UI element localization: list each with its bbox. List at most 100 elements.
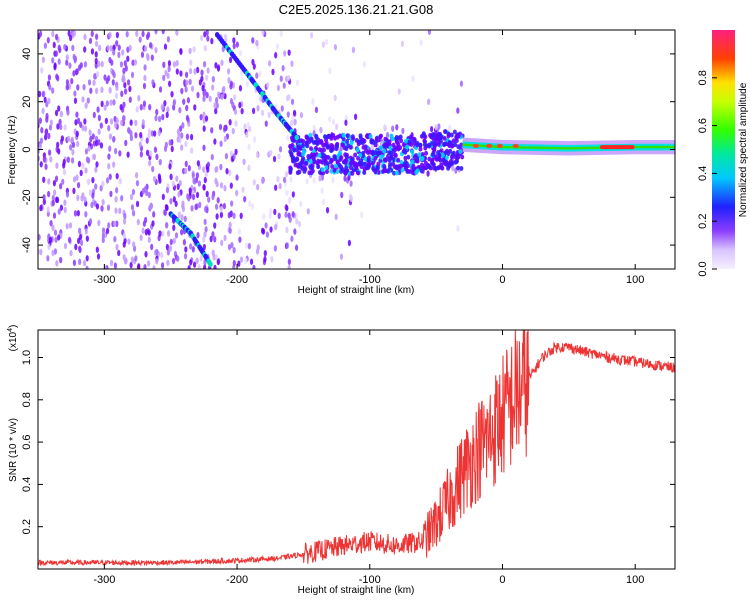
heatmap-cell — [165, 243, 169, 251]
heatmap-cell — [213, 102, 217, 109]
heatmap-cell — [409, 134, 414, 140]
heatmap-cell — [39, 204, 43, 212]
heatmap-cell — [78, 246, 82, 254]
heatmap-cell — [163, 43, 168, 50]
heatmap-cell — [57, 234, 61, 241]
heatmap-cell — [458, 149, 463, 154]
heatmap-cell — [139, 104, 143, 111]
heatmap-cell — [452, 129, 457, 135]
heatmap-cell — [196, 91, 200, 99]
heatmap-cell — [403, 138, 408, 144]
heatmap-cell — [329, 142, 334, 148]
heatmap-cell — [90, 201, 94, 209]
heatmap-cell — [39, 248, 43, 256]
snr-panel: -300 -200 -100 0 100 0.2 0.4 0.6 0.8 1.0 Height … — [7, 325, 676, 596]
heatmap-cell — [214, 107, 218, 115]
heatmap-cell — [158, 115, 162, 123]
heatmap-cell — [291, 155, 296, 161]
heatmap-cell — [328, 116, 332, 123]
heatmap-cell — [95, 161, 99, 168]
heatmap-cell — [75, 130, 79, 138]
heatmap-cell — [89, 87, 93, 94]
heatmap-cell — [434, 123, 438, 131]
heatmap-cell — [312, 124, 316, 132]
heatmap-cell — [399, 160, 404, 165]
heatmap-cell — [58, 118, 62, 126]
heatmap-cell — [410, 170, 415, 176]
heatmap-cell — [310, 165, 315, 171]
heatmap-cell — [72, 259, 77, 267]
heatmap-cell — [71, 148, 75, 156]
heatmap-cell — [238, 236, 242, 243]
heatmap-cell — [291, 211, 295, 218]
top-y-tick-label: -40 — [21, 237, 33, 253]
heatmap-cell — [195, 257, 199, 265]
heatmap-cell — [255, 151, 259, 159]
heatmap-cell — [211, 231, 215, 238]
heatmap-cell — [174, 200, 178, 207]
heatmap-cell — [200, 75, 204, 82]
heatmap-cell — [238, 85, 243, 92]
heatmap-cell — [203, 264, 207, 269]
heatmap-cell — [142, 82, 147, 90]
heatmap-cell — [195, 172, 200, 179]
heatmap-cell — [337, 150, 342, 156]
heatmap-cell — [184, 86, 188, 93]
heatmap-cell — [180, 144, 184, 151]
heatmap-cell — [76, 140, 80, 148]
heatmap-cell — [172, 61, 177, 68]
heatmap-cell — [95, 71, 100, 78]
heatmap-cell — [334, 213, 338, 221]
heatmap-cell — [105, 177, 110, 184]
heatmap-cell — [392, 145, 397, 151]
heatmap-cell — [348, 165, 353, 171]
heatmap-cell — [340, 191, 344, 199]
heatmap-cell — [230, 242, 234, 249]
heatmap-cell — [48, 236, 53, 243]
heatmap-cell — [76, 84, 80, 91]
heatmap-cell — [52, 189, 57, 196]
heatmap-cell — [43, 96, 47, 104]
heatmap-cell — [403, 155, 408, 161]
heatmap-cell — [175, 59, 179, 67]
heatmap-cell — [382, 163, 387, 169]
heatmap-cell — [225, 168, 229, 175]
heatmap-cell — [141, 30, 145, 38]
heatmap-cell — [189, 243, 193, 250]
heatmap-cell — [256, 105, 260, 112]
heatmap-cell — [47, 178, 51, 185]
heatmap-cell — [165, 222, 169, 229]
heatmap-cell — [322, 134, 327, 140]
heatmap-cell — [123, 60, 127, 67]
heatmap-cell — [219, 163, 223, 171]
heatmap-cell — [388, 145, 393, 151]
heatmap-cell — [442, 141, 447, 147]
heatmap-cell — [78, 233, 83, 241]
heatmap-cell — [172, 237, 176, 245]
heatmap-cell — [72, 176, 77, 183]
heatmap-cell — [197, 264, 201, 269]
heatmap-cell — [219, 211, 224, 219]
heatmap-cell — [423, 160, 428, 166]
heatmap-cell — [141, 227, 145, 235]
heatmap-cell — [287, 258, 291, 265]
heatmap-cell — [117, 44, 121, 51]
heatmap-cell — [67, 30, 71, 37]
heatmap-cell — [368, 134, 373, 139]
heatmap-cell — [153, 130, 157, 137]
heatmap-cell — [259, 95, 263, 103]
heatmap-cell — [232, 153, 236, 160]
heatmap-cell — [430, 152, 435, 157]
heatmap-cell — [101, 198, 105, 206]
heatmap-cell — [57, 44, 61, 51]
heatmap-cell — [106, 204, 111, 211]
heatmap-cell — [48, 84, 52, 91]
heatmap-cell — [108, 145, 112, 152]
heatmap-cell — [59, 110, 64, 118]
heatmap-cell — [283, 50, 287, 57]
heatmap-cell — [311, 98, 315, 105]
heatmap-cell — [237, 228, 241, 235]
heatmap-cell — [109, 259, 114, 267]
heatmap-cell — [72, 53, 76, 61]
